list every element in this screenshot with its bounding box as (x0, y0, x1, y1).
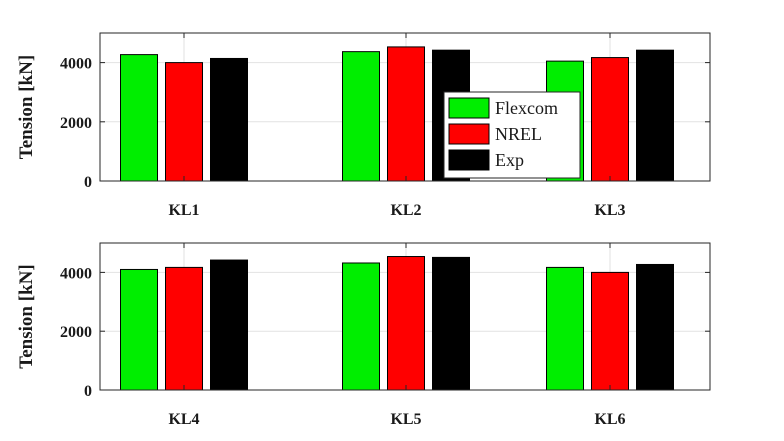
bar-flexcom-kl6 (546, 266, 584, 391)
y-tick-label: 4000 (60, 265, 92, 282)
bar-nrel-kl6 (591, 271, 629, 391)
bar-exp-kl5 (432, 256, 470, 391)
legend-label-exp: Exp (495, 150, 524, 170)
x-tick-label-kl1: KL1 (168, 202, 199, 219)
axes-box (99, 242, 711, 391)
bar-flexcom-kl2 (342, 51, 380, 182)
panel-2: 0 2000 4000 KL4 KL5 KL6 Tension [kN] (16, 242, 711, 428)
legend-swatch-flexcom (448, 97, 490, 119)
bar-exp-kl3 (636, 49, 674, 182)
y-tick-label: 0 (84, 383, 92, 400)
bar-flexcom-kl4 (120, 268, 158, 391)
y-tick-label: 0 (84, 174, 92, 191)
legend-swatch-exp (448, 149, 490, 171)
y-tick-label: 4000 (60, 56, 92, 73)
bar-exp-kl1 (210, 57, 248, 182)
bar-exp-kl6 (636, 263, 674, 391)
axes-box (99, 32, 711, 182)
bar-flexcom-kl1 (120, 54, 158, 182)
bar-exp-kl4 (210, 259, 248, 391)
bar-nrel-kl1 (165, 62, 203, 182)
y-tick-label: 2000 (60, 115, 92, 132)
bar-nrel-kl3 (591, 57, 629, 182)
bar-flexcom-kl5 (342, 262, 380, 391)
bar-nrel-kl5 (387, 256, 425, 391)
x-tick-label-kl6: KL6 (594, 411, 625, 428)
legend-label-flexcom: Flexcom (495, 98, 558, 118)
x-tick-label-kl3: KL3 (594, 202, 625, 219)
x-tick-label-kl2: KL2 (390, 202, 421, 219)
y-tick-label: 2000 (60, 324, 92, 341)
legend: Flexcom NREL Exp (443, 91, 581, 179)
bar-nrel-kl2 (387, 46, 425, 182)
bar-nrel-kl4 (165, 266, 203, 391)
legend-label-nrel: NREL (495, 124, 542, 144)
y-axis-label: Tension [kN] (16, 264, 37, 368)
x-tick-label-kl5: KL5 (390, 411, 421, 428)
legend-swatch-nrel (448, 123, 490, 145)
panel-1: 0 2000 4000 KL1 KL2 KL3 Tension [kN] Flexcom NRE… (16, 32, 711, 219)
x-tick-label-kl4: KL4 (168, 411, 199, 428)
y-axis-label: Tension [kN] (16, 55, 37, 159)
